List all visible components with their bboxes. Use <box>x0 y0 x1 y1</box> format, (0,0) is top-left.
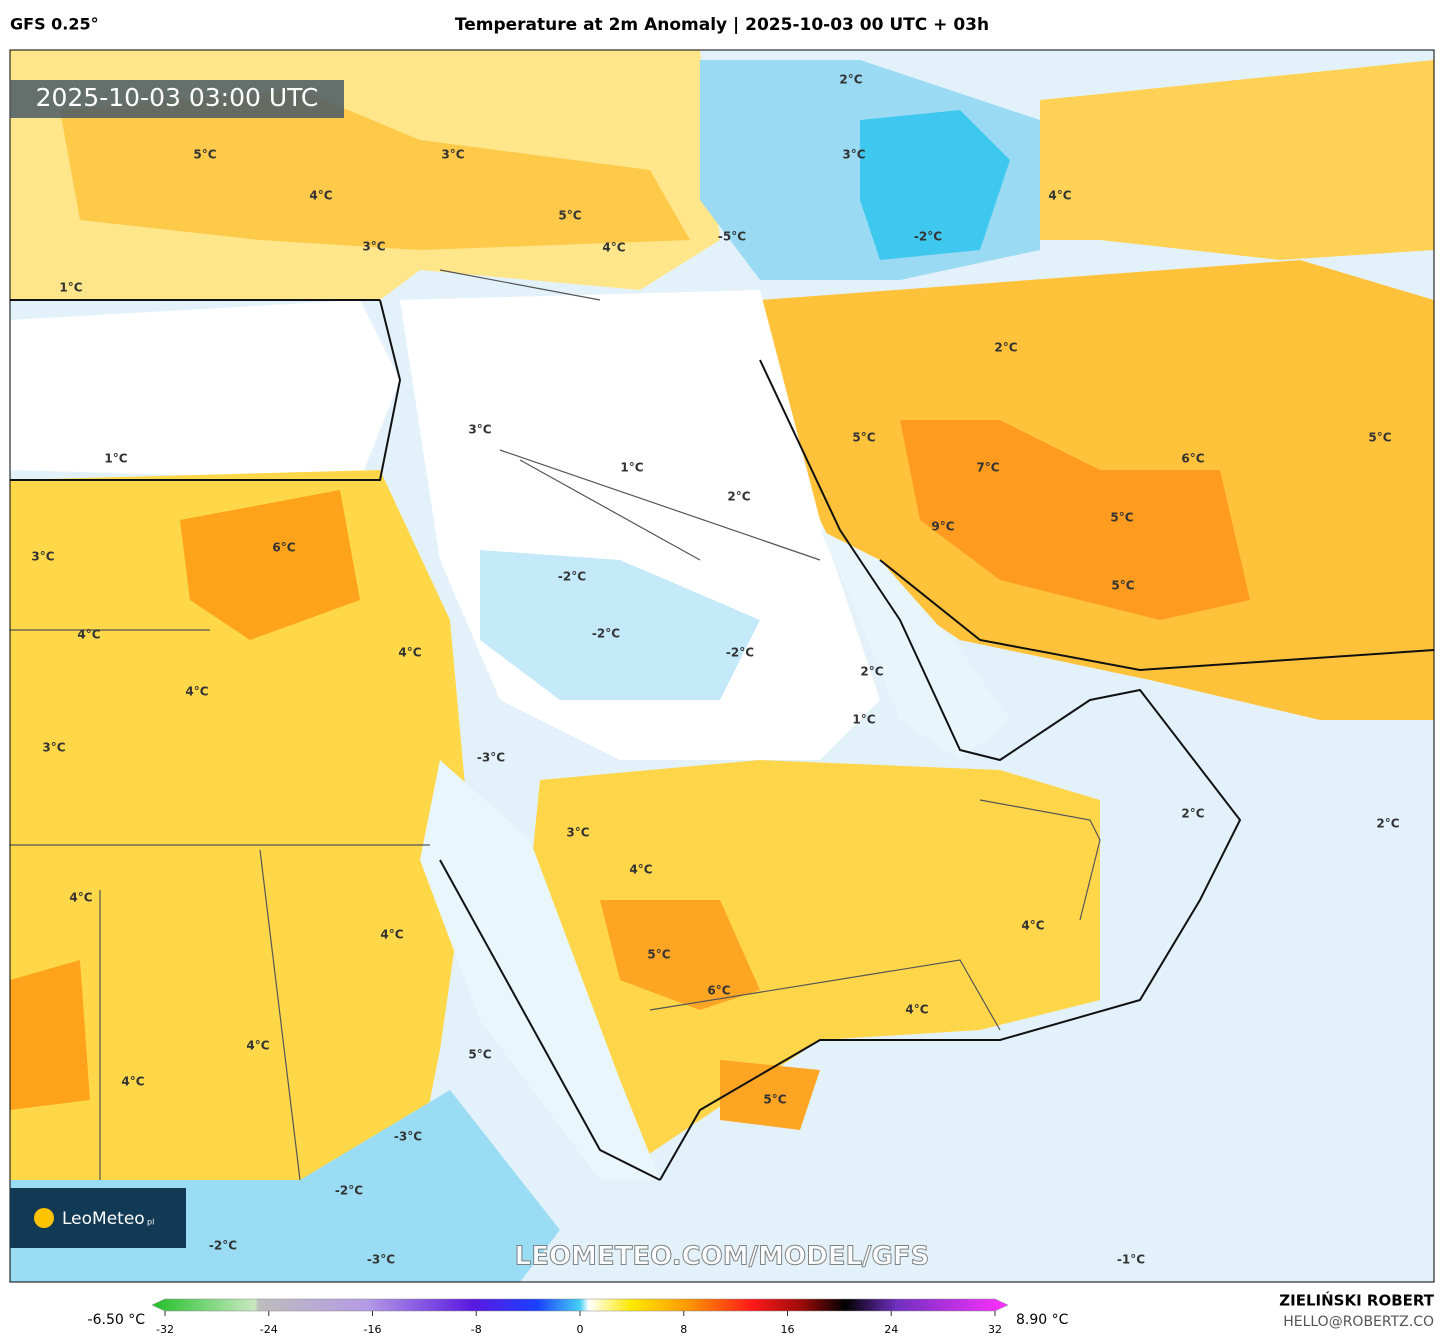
map-label: 9°C <box>931 520 954 534</box>
map-label: -2°C <box>209 1239 237 1253</box>
map-label: 2°C <box>1181 807 1204 821</box>
map-label: -2°C <box>726 646 754 660</box>
map-label: 3°C <box>566 826 589 840</box>
anomaly-area <box>10 470 470 1180</box>
timestamp-box <box>10 80 344 118</box>
email: HELLO@ROBERTZ.CO <box>1283 1314 1434 1330</box>
map-label: 5°C <box>468 1048 491 1062</box>
anomaly-area <box>10 490 360 1110</box>
logo-sun <box>34 1208 54 1228</box>
map-label: 4°C <box>1021 919 1044 933</box>
map-label: 3°C <box>42 741 65 755</box>
author: ZIELIŃSKI ROBERT <box>1279 1291 1434 1310</box>
map-label: 4°C <box>246 1039 269 1053</box>
map-labels: 5°C 3°C 4°C 5°C 3°C 4°C -5°C 2°C 3°C 4°C -2°C 1°C 2°… <box>31 73 1399 1267</box>
sea <box>820 530 1010 760</box>
map-label: 4°C <box>380 928 403 942</box>
map-label: 4°C <box>309 189 332 203</box>
map-label: 4°C <box>602 241 625 255</box>
map-label: 3°C <box>31 550 54 564</box>
coastline <box>10 299 1434 1181</box>
map-label: 5°C <box>193 148 216 162</box>
map-label: 4°C <box>1048 189 1071 203</box>
map-label: -2°C <box>592 627 620 641</box>
map-label: 5°C <box>1368 431 1391 445</box>
watermark: LEOMETEO.COM/MODEL/GFS <box>515 1242 930 1272</box>
map-label: 5°C <box>1110 511 1133 525</box>
colorbar-tick-label: -32 <box>156 1323 174 1336</box>
map-label: 5°C <box>763 1093 786 1107</box>
timestamp: 2025-10-03 03:00 UTC <box>36 83 319 112</box>
map-label: 3°C <box>441 148 464 162</box>
map-label: 2°C <box>994 341 1017 355</box>
map-label: 5°C <box>558 209 581 223</box>
map-label: 3°C <box>468 423 491 437</box>
map-label: 2°C <box>860 665 883 679</box>
map-label: 3°C <box>842 148 865 162</box>
colorbar-min: -6.50 °C <box>88 1312 146 1328</box>
anomaly-area <box>480 550 760 700</box>
map-label: -1°C <box>1117 1253 1145 1267</box>
sea <box>10 300 400 480</box>
map-label: 7°C <box>976 461 999 475</box>
map-label: 2°C <box>839 73 862 87</box>
map-label: 3°C <box>362 240 385 254</box>
colorbar-max: 8.90 °C <box>1016 1312 1069 1328</box>
map-label: -2°C <box>558 570 586 584</box>
map-label: 4°C <box>185 685 208 699</box>
map-label: 4°C <box>905 1003 928 1017</box>
logo-name: LeoMeteo <box>62 1209 145 1229</box>
map-label: -5°C <box>718 230 746 244</box>
map-label: -3°C <box>394 1130 422 1144</box>
map-label: 2°C <box>727 490 750 504</box>
colorbar-tick-label: -16 <box>364 1323 382 1336</box>
anomaly-area <box>1040 60 1434 260</box>
colorbar-ticks: -32 -24 -16 -8 0 8 16 24 32 <box>156 1311 1002 1336</box>
map-label: -2°C <box>914 230 942 244</box>
map <box>10 50 1434 1282</box>
map-label: 4°C <box>398 646 421 660</box>
sea <box>420 760 660 1180</box>
map-label: 4°C <box>629 863 652 877</box>
map-label: 5°C <box>852 431 875 445</box>
model-name: GFS 0.25° <box>10 15 99 34</box>
logo-suffix: pl <box>147 1218 154 1227</box>
map-label: 1°C <box>620 461 643 475</box>
colorbar-tick-label: 16 <box>781 1323 795 1336</box>
map-label: -3°C <box>367 1253 395 1267</box>
colorbar <box>151 1298 1009 1312</box>
anomaly-area <box>860 110 1010 260</box>
map-frame <box>9 49 1435 1283</box>
colorbar-tick-label: 32 <box>988 1323 1002 1336</box>
border <box>10 269 1101 1181</box>
colorbar-tick-label: 8 <box>680 1323 687 1336</box>
map-label: 1°C <box>852 713 875 727</box>
map-label: 5°C <box>647 948 670 962</box>
colorbar-tick-label: -8 <box>471 1323 482 1336</box>
map-label: 4°C <box>121 1075 144 1089</box>
map-label: 6°C <box>272 541 295 555</box>
map-label: 5°C <box>1111 579 1134 593</box>
anomaly-area <box>530 760 1100 1160</box>
colorbar-tick-label: -24 <box>260 1323 278 1336</box>
map-label: 2°C <box>1376 817 1399 831</box>
map-title: Temperature at 2m Anomaly | 2025-10-03 0… <box>455 15 989 35</box>
anomaly-area <box>900 420 1250 620</box>
colorbar-tick-label: 0 <box>577 1323 584 1336</box>
map-label: 6°C <box>707 984 730 998</box>
map-label: 6°C <box>1181 452 1204 466</box>
map-label: 1°C <box>104 452 127 466</box>
map-label: 1°C <box>59 281 82 295</box>
map-label: 4°C <box>69 891 92 905</box>
anomaly-area <box>60 90 690 250</box>
map-label: 4°C <box>77 628 100 642</box>
colorbar-tick-label: 24 <box>884 1323 898 1336</box>
map-label: -3°C <box>477 751 505 765</box>
map-label: -2°C <box>335 1184 363 1198</box>
